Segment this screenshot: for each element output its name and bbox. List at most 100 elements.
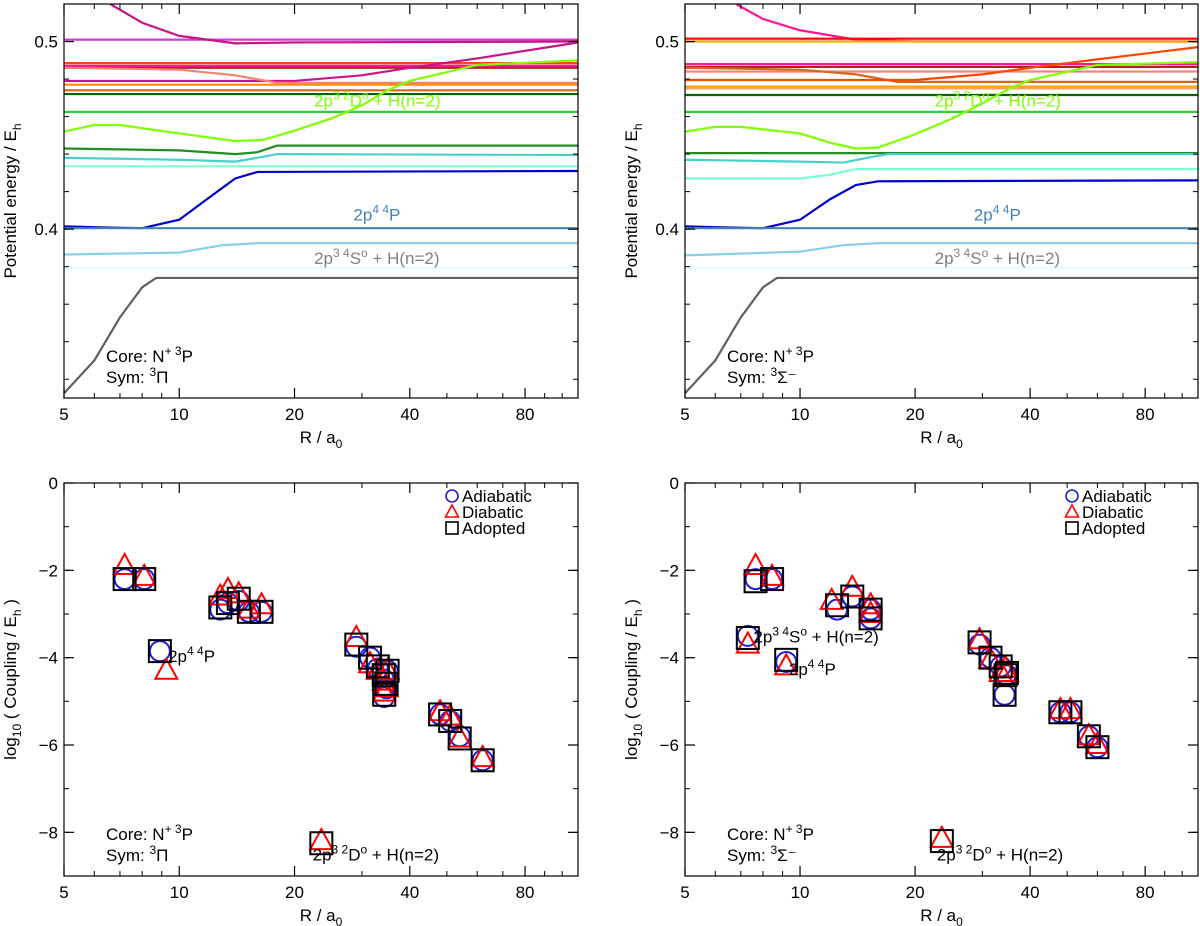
adopted-point xyxy=(375,658,400,683)
x-tick-label: 80 xyxy=(1136,405,1155,424)
plot-frame xyxy=(684,3,1199,399)
panel-top-left: 5 10 20 40 80 0.4 0.5 R / a0 Potential energy / … xyxy=(1,3,579,451)
adopted-point xyxy=(372,682,397,707)
x-axis-label: R / a0 xyxy=(920,428,963,451)
adiabatic-point xyxy=(993,683,1016,706)
x-tick-label: 40 xyxy=(400,883,419,902)
plot-frame xyxy=(63,482,579,877)
adiabatic-point xyxy=(859,607,882,630)
y-tick-label: 0 xyxy=(670,474,679,493)
adopted-point xyxy=(743,569,768,594)
series-line-t17 xyxy=(685,179,1198,230)
y-tick-label: 0.4 xyxy=(34,220,58,239)
legend-entry: Diabatic xyxy=(1082,503,1144,522)
x-tick-label: 20 xyxy=(285,405,304,424)
y-tick-label: −8 xyxy=(660,823,679,842)
diabatic-point xyxy=(857,599,884,623)
diabatic-point xyxy=(1076,722,1102,746)
adiabatic-point xyxy=(113,568,136,591)
x-tick-label: 10 xyxy=(170,883,189,902)
series-line-s12 xyxy=(64,59,578,143)
x-tick-label: 5 xyxy=(680,405,689,424)
adopted-point xyxy=(132,567,157,592)
adopted-point xyxy=(1085,735,1110,760)
adopted-point xyxy=(858,606,883,631)
y-axis-label: Potential energy / Eh xyxy=(622,123,645,278)
series-line-s18 xyxy=(64,242,578,256)
diabatic-point xyxy=(735,630,761,654)
adopted-point xyxy=(1058,700,1083,725)
adopted-point xyxy=(371,663,396,688)
diabatic-point xyxy=(248,591,275,615)
y-tick-label: −8 xyxy=(39,823,58,842)
adopted-point xyxy=(438,708,463,733)
adopted-point xyxy=(358,645,383,670)
y-tick-label: −6 xyxy=(660,736,679,755)
legend-entry: Adopted xyxy=(462,519,525,538)
x-tick-label: 80 xyxy=(1136,883,1155,902)
legend-diabatic-marker xyxy=(1064,503,1080,518)
x-tick-label: 40 xyxy=(400,405,419,424)
y-axis-label: log10 ( Coupling / Eh ) xyxy=(1,599,24,760)
sym-label: Sym: 3Π xyxy=(106,843,168,865)
series-line-s7 xyxy=(64,66,578,84)
x-axis-label: R / a0 xyxy=(920,906,963,926)
x-tick-label: 40 xyxy=(1021,883,1040,902)
series-line-s14 xyxy=(64,152,578,163)
series-line-t8 xyxy=(685,46,1198,82)
x-tick-label: 10 xyxy=(170,405,189,424)
adiabatic-point xyxy=(448,725,471,748)
annotation-label: 2p3 4So + H(n=2) xyxy=(753,624,878,646)
legend-adopted-marker xyxy=(445,521,459,535)
core-label: Core: N+ 3P xyxy=(106,344,193,366)
x-tick-label: 10 xyxy=(791,883,810,902)
y-tick-label: −6 xyxy=(39,736,58,755)
adopted-point xyxy=(735,626,760,651)
diabatic-point xyxy=(343,623,370,648)
x-tick-label: 5 xyxy=(680,883,689,902)
plot-area xyxy=(64,4,578,395)
series-line-t1 xyxy=(735,4,1198,43)
legend-entry: Adiabatic xyxy=(462,487,532,506)
adopted-point xyxy=(309,831,334,856)
y-tick-label: −4 xyxy=(39,649,58,668)
x-tick-label: 80 xyxy=(516,883,535,902)
sym-label: Sym: 3Σ⁻ xyxy=(727,365,797,387)
diabatic-point xyxy=(207,582,234,606)
x-axis-label: R / a0 xyxy=(300,428,343,451)
annotation-label: 2p4 4P xyxy=(974,203,1021,225)
annotation-label: 2p4 4P xyxy=(789,657,836,679)
plot-area xyxy=(685,4,1198,395)
core-label: Core: N+ 3P xyxy=(106,822,193,844)
legend-diabatic-marker xyxy=(444,503,460,518)
x-tick-label: 20 xyxy=(906,883,925,902)
x-tick-label: 5 xyxy=(59,883,68,902)
adopted-point xyxy=(112,567,137,592)
legend-entry: Adiabatic xyxy=(1082,487,1152,506)
annotation-label: 2p3 2Do + H(n=2) xyxy=(937,843,1063,865)
y-tick-label: 0.5 xyxy=(655,33,679,52)
y-tick-label: −4 xyxy=(660,649,679,668)
series-line-t16 xyxy=(685,168,1198,180)
adopted-point xyxy=(344,632,369,657)
diabatic-point xyxy=(308,826,335,851)
adopted-point xyxy=(208,595,233,620)
diabatic-point xyxy=(371,678,397,702)
x-tick-label: 5 xyxy=(59,405,68,424)
y-tick-label: −2 xyxy=(660,561,679,580)
series-line-s2 xyxy=(109,4,578,45)
adopted-point xyxy=(993,663,1018,688)
diabatic-point xyxy=(857,591,884,615)
diabatic-point xyxy=(742,551,769,575)
x-tick-label: 40 xyxy=(1021,405,1040,424)
diabatic-point xyxy=(469,744,496,768)
core-label: Core: N+ 3P xyxy=(727,822,814,844)
annotation-label: 2p4 4P xyxy=(353,203,400,225)
series-line-t15 xyxy=(685,153,1198,164)
adopted-point xyxy=(147,639,172,664)
y-axis-label: Potential energy / Eh xyxy=(1,123,24,278)
core-label: Core: N+ 3P xyxy=(727,344,814,366)
annotation-label: 2p3 2Do + H(n=2) xyxy=(314,88,440,110)
adopted-point xyxy=(470,748,495,773)
diabatic-point xyxy=(153,656,179,680)
